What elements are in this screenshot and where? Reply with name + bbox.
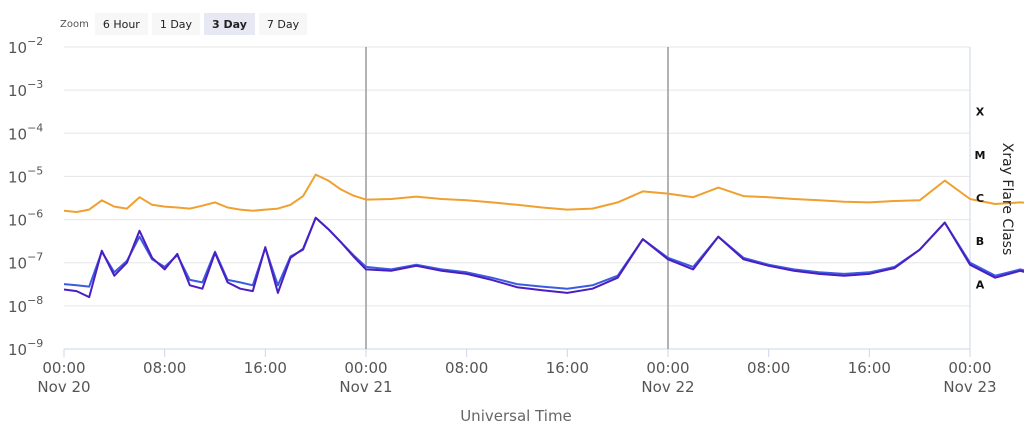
series-line-2	[63, 216, 1024, 299]
zoom-7-day-button[interactable]: 7 Day	[258, 13, 308, 35]
x-tick-label: 16:00	[244, 359, 287, 377]
x-tick-date: Nov 22	[641, 378, 694, 396]
y-tick-label: 10−4	[8, 121, 43, 143]
x-tick-label: 16:00	[546, 359, 589, 377]
zoom-1-day-button[interactable]: 1 Day	[151, 13, 201, 35]
zoom-bar: Zoom 6 Hour 1 Day 3 Day 7 Day	[60, 13, 308, 35]
flare-class-label: B	[976, 235, 984, 248]
flare-class-label: A	[976, 278, 985, 291]
y-tick-label: 10−6	[8, 208, 43, 230]
x-tick-label: 16:00	[848, 359, 891, 377]
x-axis-title: Universal Time	[460, 407, 572, 425]
x-tick-label: 00:00	[344, 359, 387, 377]
y-axis: 10−9 10−8 10−7 10−6 10−5 10−4 10−3 10−2	[8, 35, 43, 359]
flare-class-label: M	[975, 149, 986, 162]
x-tick-label: 08:00	[445, 359, 488, 377]
flare-class-label: X	[976, 106, 985, 119]
x-tick-date: Nov 23	[943, 378, 996, 396]
y-tick-label: 10−7	[8, 251, 43, 273]
y-tick-label: 10−3	[8, 78, 43, 100]
flare-class-label: C	[976, 192, 984, 205]
x-tick-date: Nov 21	[339, 378, 392, 396]
zoom-6-hour-button[interactable]: 6 Hour	[94, 13, 148, 35]
series-layer	[63, 173, 1024, 299]
x-tick-label: 00:00	[646, 359, 689, 377]
y-tick-label: 10−9	[8, 337, 43, 359]
flare-class-axis-title: Xray Flare Class	[999, 143, 1015, 256]
zoom-label: Zoom	[60, 18, 89, 30]
x-tick-label: 08:00	[747, 359, 790, 377]
y-tick-label: 10−5	[8, 164, 43, 186]
y-tick-label: 10−2	[8, 35, 43, 57]
series-line-0	[63, 173, 1024, 213]
zoom-3-day-button[interactable]: 3 Day	[204, 13, 255, 35]
x-tick-label: 00:00	[42, 359, 85, 377]
x-tick-label: 00:00	[948, 359, 991, 377]
flare-class-axis: X M C B A	[975, 106, 986, 292]
x-tick-date: Nov 20	[37, 378, 90, 396]
grid-layer	[64, 46, 971, 350]
x-tick-label: 08:00	[143, 359, 186, 377]
y-tick-label: 10−8	[8, 294, 43, 316]
